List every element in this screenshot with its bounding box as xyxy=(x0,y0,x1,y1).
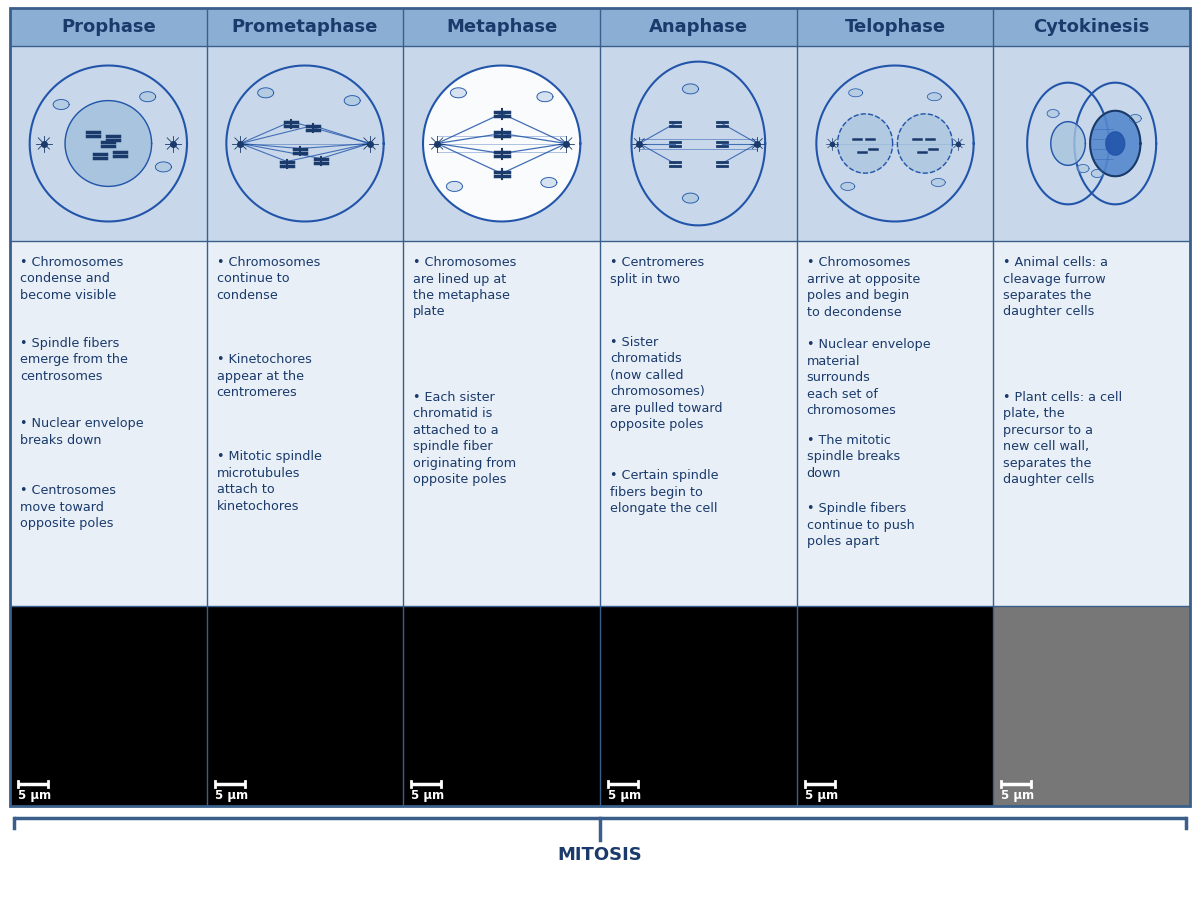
Bar xyxy=(403,241,600,606)
Polygon shape xyxy=(1048,110,1060,117)
Polygon shape xyxy=(53,100,70,110)
Bar xyxy=(797,606,994,806)
Text: • Spindle fibers
emerge from the
centrosomes: • Spindle fibers emerge from the centros… xyxy=(20,336,128,383)
Bar xyxy=(403,46,600,241)
Text: • Chromosomes
are lined up at
the metaphase
plate: • Chromosomes are lined up at the metaph… xyxy=(413,256,517,319)
Polygon shape xyxy=(450,88,467,98)
Bar xyxy=(10,46,206,241)
Polygon shape xyxy=(424,66,581,222)
Bar xyxy=(206,8,403,46)
Text: Metaphase: Metaphase xyxy=(446,18,557,36)
Polygon shape xyxy=(838,114,893,173)
Polygon shape xyxy=(30,66,187,222)
Bar xyxy=(10,241,206,606)
Text: • Chromosomes
condense and
become visible: • Chromosomes condense and become visibl… xyxy=(20,256,124,302)
Text: 5 μm: 5 μm xyxy=(608,789,641,802)
Text: • Centromeres
split in two: • Centromeres split in two xyxy=(610,256,704,286)
Polygon shape xyxy=(1051,122,1085,165)
Polygon shape xyxy=(139,91,156,102)
Text: • The mitotic
spindle breaks
down: • The mitotic spindle breaks down xyxy=(806,433,900,480)
Text: • Animal cells: a
cleavage furrow
separates the
daughter cells: • Animal cells: a cleavage furrow separa… xyxy=(1003,256,1109,319)
Text: Telophase: Telophase xyxy=(845,18,946,36)
Polygon shape xyxy=(1090,111,1140,176)
Bar xyxy=(600,606,797,806)
Polygon shape xyxy=(1129,115,1141,123)
Text: • Chromosomes
continue to
condense: • Chromosomes continue to condense xyxy=(217,256,320,302)
Text: Cytokinesis: Cytokinesis xyxy=(1033,18,1150,36)
Polygon shape xyxy=(1106,132,1124,155)
Bar xyxy=(403,8,600,46)
Polygon shape xyxy=(1078,164,1090,173)
Polygon shape xyxy=(344,95,360,105)
Text: • Spindle fibers
continue to push
poles apart: • Spindle fibers continue to push poles … xyxy=(806,503,914,548)
Text: • Nuclear envelope
material
surrounds
each set of
chromosomes: • Nuclear envelope material surrounds ea… xyxy=(806,338,930,417)
Text: • Centrosomes
move toward
opposite poles: • Centrosomes move toward opposite poles xyxy=(20,484,116,530)
Polygon shape xyxy=(683,84,698,94)
Polygon shape xyxy=(841,182,854,190)
Bar xyxy=(797,241,994,606)
Bar xyxy=(206,241,403,606)
Bar xyxy=(797,46,994,241)
Polygon shape xyxy=(536,91,553,102)
Polygon shape xyxy=(65,101,151,187)
Text: 5 μm: 5 μm xyxy=(215,789,247,802)
Bar xyxy=(206,606,403,806)
Text: • Chromosomes
arrive at opposite
poles and begin
to decondense: • Chromosomes arrive at opposite poles a… xyxy=(806,256,920,319)
Text: 5 μm: 5 μm xyxy=(1001,789,1034,802)
Text: • Nuclear envelope
breaks down: • Nuclear envelope breaks down xyxy=(20,418,144,446)
Bar xyxy=(403,606,600,806)
Text: • Plant cells: a cell
plate, the
precursor to a
new cell wall,
separates the
dau: • Plant cells: a cell plate, the precurs… xyxy=(1003,391,1122,486)
Bar xyxy=(994,241,1190,606)
Text: 5 μm: 5 μm xyxy=(805,789,838,802)
Text: 5 μm: 5 μm xyxy=(18,789,52,802)
Text: • Sister
chromatids
(now called
chromosomes)
are pulled toward
opposite poles: • Sister chromatids (now called chromoso… xyxy=(610,335,722,432)
Text: • Each sister
chromatid is
attached to a
spindle fiber
originating from
opposite: • Each sister chromatid is attached to a… xyxy=(413,391,516,486)
Text: • Certain spindle
fibers begin to
elongate the cell: • Certain spindle fibers begin to elonga… xyxy=(610,469,719,516)
Polygon shape xyxy=(227,66,384,222)
Polygon shape xyxy=(931,178,946,187)
Bar xyxy=(10,606,206,806)
Polygon shape xyxy=(258,88,274,98)
Bar xyxy=(600,46,797,241)
Bar xyxy=(10,8,1190,806)
Polygon shape xyxy=(928,92,941,101)
Bar xyxy=(600,8,797,46)
Text: • Kinetochores
appear at the
centromeres: • Kinetochores appear at the centromeres xyxy=(217,353,312,399)
Text: • Mitotic spindle
microtubules
attach to
kinetochores: • Mitotic spindle microtubules attach to… xyxy=(217,450,322,513)
Polygon shape xyxy=(1027,82,1109,204)
Polygon shape xyxy=(446,181,462,191)
Polygon shape xyxy=(156,162,172,172)
Polygon shape xyxy=(898,114,953,173)
Text: 5 μm: 5 μm xyxy=(412,789,444,802)
Text: Anaphase: Anaphase xyxy=(649,18,748,36)
Bar xyxy=(10,8,206,46)
Bar xyxy=(994,606,1190,806)
Text: Prometaphase: Prometaphase xyxy=(232,18,378,36)
Bar xyxy=(994,46,1190,241)
Polygon shape xyxy=(1074,82,1156,204)
Bar xyxy=(206,46,403,241)
Polygon shape xyxy=(848,89,863,97)
Text: MITOSIS: MITOSIS xyxy=(558,846,642,864)
Text: Prophase: Prophase xyxy=(61,18,156,36)
Polygon shape xyxy=(1091,169,1103,177)
Bar xyxy=(600,241,797,606)
Bar xyxy=(797,8,994,46)
Polygon shape xyxy=(631,62,766,225)
Polygon shape xyxy=(683,193,698,203)
Bar xyxy=(994,8,1190,46)
Polygon shape xyxy=(816,66,973,222)
Polygon shape xyxy=(541,177,557,188)
